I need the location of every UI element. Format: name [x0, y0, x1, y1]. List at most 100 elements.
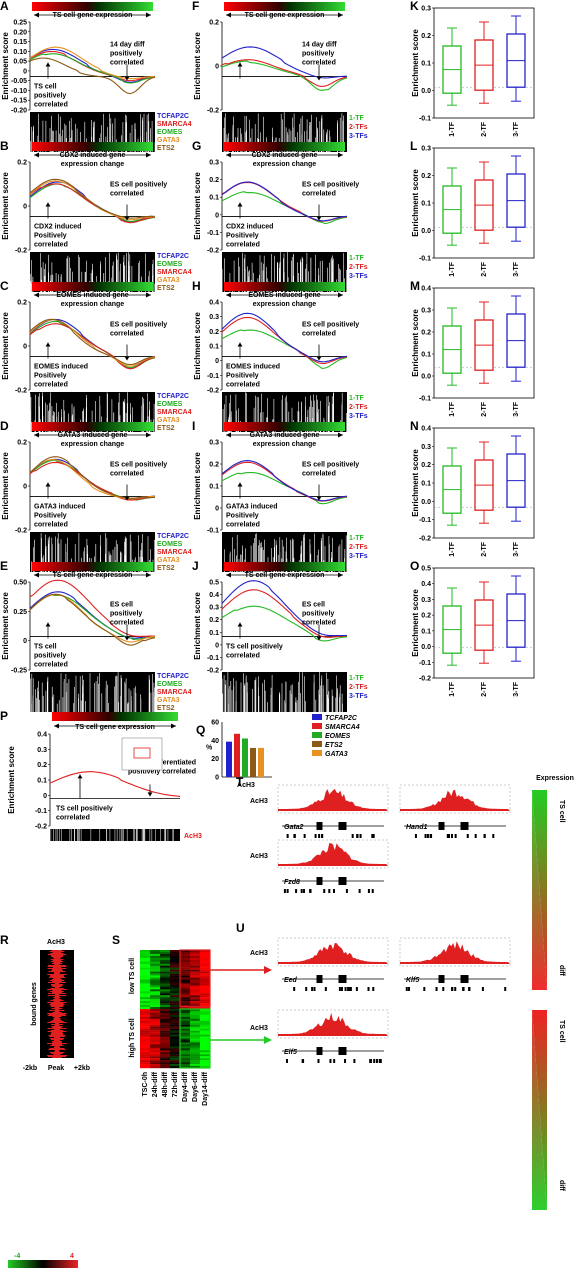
- y-axis-label: Enrichment score: [193, 592, 202, 660]
- left-annotation: GATA3 induced: [226, 504, 277, 511]
- left-annotation: correlated: [34, 662, 68, 669]
- y-tick-label: 0.0: [421, 499, 431, 506]
- enrichment-curve: [221, 312, 348, 363]
- enrichment-curve: [29, 591, 156, 639]
- y-tick-label: -0.1: [419, 116, 431, 123]
- enrichment-curve: [221, 605, 348, 642]
- y-tick-label: 0.2: [209, 617, 219, 624]
- y-tick-label: 0.2: [17, 300, 27, 307]
- right-annotation: positively: [302, 51, 334, 58]
- y-tick-label: -0.1: [35, 808, 47, 815]
- enrichment-curve: [29, 57, 156, 95]
- panel-U: U AcH3 Eed Klf5 AcH3 Elf5: [236, 921, 511, 1063]
- box-panel-M: M 0.4 0.3 0.2 0.1 0.0 -0.1 1-TF 2-TF 3-TF Enrichme…: [410, 279, 535, 417]
- y-tick-label: 0.3: [421, 6, 431, 13]
- y-axis-label: Enrichment score: [193, 172, 202, 240]
- gsea-header: GATA3 induced gene: [250, 432, 320, 439]
- gene-name: Gata2: [284, 824, 304, 831]
- expression-scale: Expression TS cell diff TS cell diff: [532, 775, 574, 1210]
- enrichment-curve: [29, 323, 156, 370]
- right-annotation: ES cell: [302, 602, 325, 609]
- enrichment-curve: [29, 183, 156, 224]
- legend-entry: TCFAP2C: [157, 113, 189, 120]
- y-tick-label: 0.2: [209, 462, 219, 469]
- y-axis-label: Enrichment score: [1, 452, 10, 520]
- gsea-panel-E: E TS cell gene expression 0.50 0.25 0 -0.25 En…: [0, 559, 192, 712]
- enrichment-curve: [221, 46, 348, 79]
- legend-entry: 3-TFs: [349, 273, 368, 280]
- right-annotation: correlated: [110, 60, 144, 67]
- left-annotation: GATA3 induced: [34, 504, 85, 511]
- legend-entry: GATA3: [157, 557, 180, 564]
- legend-entry: GATA3: [157, 137, 180, 144]
- enrichment-curve: [29, 178, 156, 219]
- legend-entry: ETS2: [157, 145, 175, 152]
- enrichment-curve: [49, 771, 181, 797]
- y-tick-label: 0.4: [421, 286, 431, 293]
- inset-boxplot: [121, 737, 163, 771]
- bar: [242, 738, 248, 777]
- legend-entry: 2-TFs: [349, 404, 368, 411]
- heatmap-ylabel: bound genes: [31, 982, 38, 1026]
- legend-entry: TCFAP2C: [325, 715, 358, 722]
- expression-title: Expression: [536, 775, 574, 782]
- enrichment-curve: [29, 594, 156, 643]
- gsea-header: EOMES induced gene: [248, 292, 320, 299]
- right-annotation: 14 day diff: [302, 42, 337, 49]
- gsea-panel-B: B CDX2 induced gene expression change 0.2 0 -…: [0, 139, 192, 292]
- gsea-header: TS cell gene expression: [75, 724, 155, 731]
- legend-entry: GATA3: [325, 751, 348, 758]
- gene-name: Fzd8: [284, 879, 300, 886]
- y-tick-label: -0.2: [207, 108, 219, 115]
- acetylation-track: [278, 943, 388, 964]
- acetylation-track: [278, 789, 388, 811]
- left-annotation: Positively: [226, 233, 259, 240]
- y-tick-label: 0: [23, 344, 27, 351]
- legend-entry: EOMES: [157, 261, 183, 268]
- panel-label: G: [192, 139, 201, 153]
- legend-entry: 2-TFs: [349, 544, 368, 551]
- gsea-header: GATA3 induced gene: [58, 432, 128, 439]
- y-tick-label: -0.2: [419, 536, 431, 543]
- x-tick-label: 2-TF: [481, 401, 488, 417]
- y-tick-label: -0.15: [11, 98, 27, 105]
- gsea-panel-I: I GATA3 induced gene expression change 0.3 0…: [192, 419, 368, 572]
- x-tick-label: 2-TF: [481, 121, 488, 137]
- bar: [234, 733, 240, 777]
- gsea-header: TS cell gene expression: [53, 572, 133, 579]
- gsea-header: expression change: [61, 441, 125, 448]
- enrichment-curve: [29, 46, 156, 80]
- y-tick-label: -0.1: [419, 396, 431, 403]
- column-label: 24h-diff: [152, 1071, 159, 1097]
- panel-label: I: [192, 419, 195, 433]
- left-annotation: correlated: [56, 814, 90, 821]
- gene-name: Eed: [284, 977, 298, 984]
- scale-min: -4: [14, 1253, 20, 1260]
- gsea-header: CDX2 induced gene: [60, 152, 126, 159]
- left-annotation: TS cell: [34, 644, 57, 651]
- y-tick-label: 0: [215, 642, 219, 649]
- y-tick-label: 0.0: [421, 374, 431, 381]
- legend-entry: 2-TFs: [349, 264, 368, 271]
- x-tick-label: 3-TF: [513, 541, 520, 557]
- y-tick-label: 0.2: [209, 20, 219, 27]
- y-tick-label: -0.25: [11, 668, 27, 675]
- bar: [250, 747, 256, 777]
- enrichment-curve: [29, 53, 156, 84]
- x-tick-label: 2-TF: [481, 261, 488, 277]
- right-annotation: correlated: [302, 191, 336, 198]
- legend-entry: 3-TFs: [349, 413, 368, 420]
- gsea-header: expression change: [61, 161, 125, 168]
- gsea-header: TS cell gene expression: [53, 12, 133, 19]
- left-annotation: Positively: [226, 513, 259, 520]
- y-axis-label: Enrichment score: [411, 29, 420, 97]
- x-tick-label: 2-TF: [481, 681, 488, 697]
- y-tick-label: 0.1: [421, 352, 431, 359]
- left-annotation: correlated: [226, 382, 260, 389]
- left-annotation: Positively: [34, 373, 67, 380]
- legend-entry: SMARCA4: [157, 121, 192, 128]
- gsea-panel-A: A TS cell gene expression 0.25 0.20 0.15 0.10…: [0, 0, 192, 152]
- y-tick-label: 0.2: [421, 330, 431, 337]
- expression-bottom: diff: [558, 1180, 565, 1192]
